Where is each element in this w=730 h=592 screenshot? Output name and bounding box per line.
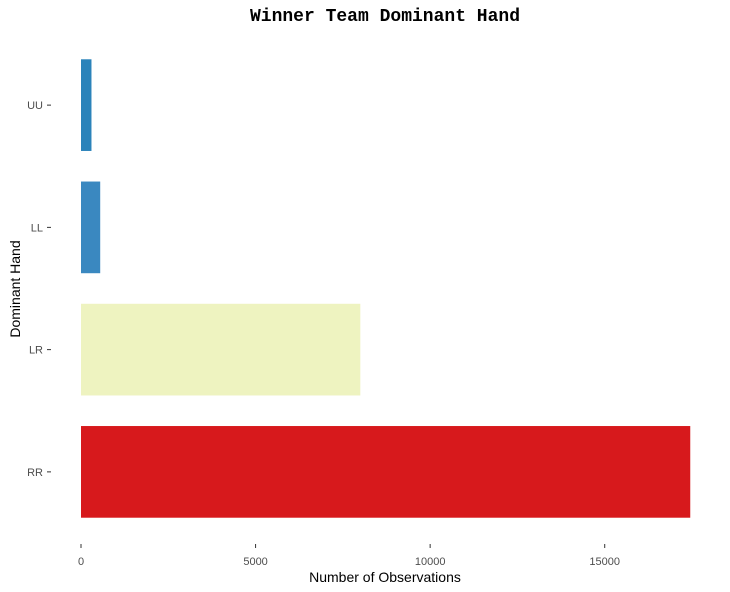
bar-uu [81, 59, 92, 151]
y-tick-label: UU [27, 100, 43, 112]
x-tick-label: 5000 [243, 556, 267, 568]
y-axis-title: Dominant Hand [7, 240, 23, 337]
x-tick-label: 15000 [589, 556, 620, 568]
x-tick-label: 0 [78, 556, 84, 568]
x-axis: 0 5000 10000 15000 [78, 544, 620, 568]
bars-layer [81, 59, 691, 518]
y-tick-label: LL [31, 222, 43, 234]
bar-ll [81, 181, 101, 274]
bar-lr [81, 303, 361, 396]
chart-title: Winner Team Dominant Hand [250, 7, 520, 27]
x-tick-label: 10000 [415, 556, 446, 568]
y-tick-label: LR [29, 345, 43, 357]
x-axis-title: Number of Observations [309, 569, 461, 585]
y-tick-label: RR [27, 467, 43, 479]
y-axis: UU LL LR RR [27, 100, 51, 479]
bar-rr [81, 426, 691, 518]
